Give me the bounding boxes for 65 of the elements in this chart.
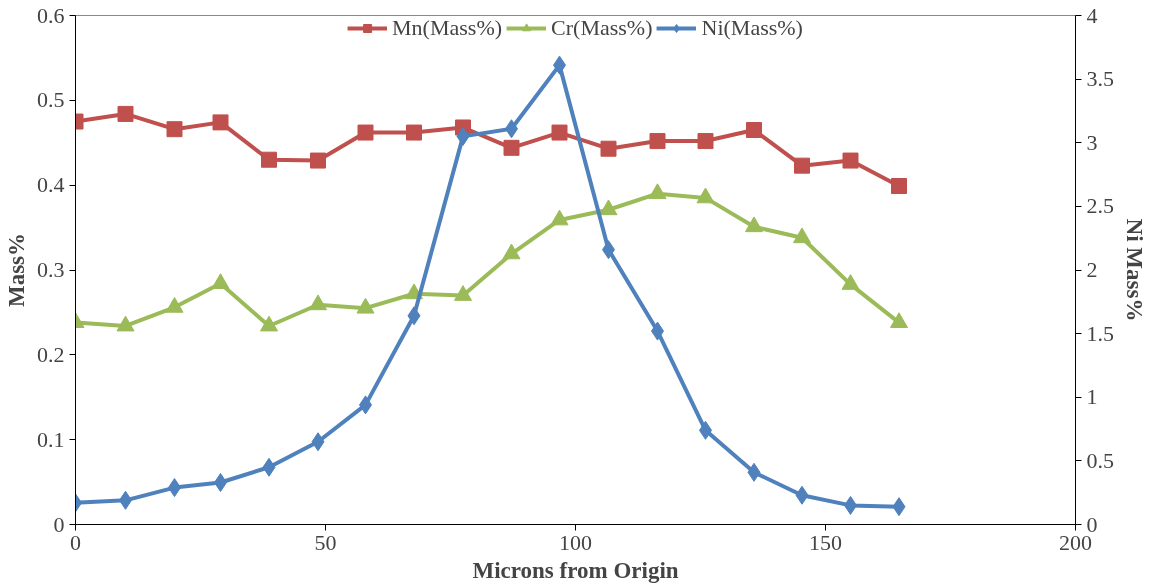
point [745, 216, 763, 233]
point [117, 105, 134, 122]
y-tick-label: 0.6 [37, 2, 65, 28]
point [407, 306, 421, 326]
point [309, 294, 327, 311]
point [502, 243, 521, 260]
y-tick-label: 0.2 [37, 341, 65, 367]
y-tick-label: 0.4 [37, 172, 65, 198]
y2-tick-label: 4 [1086, 2, 1098, 28]
point [599, 199, 618, 216]
point [890, 312, 908, 328]
point [841, 274, 860, 290]
y2-tick-label: 1.5 [1086, 320, 1114, 346]
point [356, 297, 375, 314]
y2-tick-label: 0 [1086, 511, 1098, 537]
point [406, 124, 422, 141]
point [892, 497, 906, 517]
point [891, 178, 907, 195]
point [747, 462, 761, 482]
x-tick-label: 150 [809, 529, 842, 555]
y-tick-label: 0 [53, 511, 65, 537]
legend-label: Ni(Mass%) [701, 15, 803, 41]
point [310, 152, 326, 169]
point [550, 209, 569, 226]
point [648, 183, 667, 200]
point [649, 133, 666, 150]
x-tick-label: 100 [559, 529, 592, 555]
point [697, 133, 714, 150]
point [794, 157, 810, 174]
y2-tick-label: 0.5 [1086, 447, 1114, 473]
y2-axis-title: Ni Mass% [1122, 218, 1147, 322]
point [454, 285, 472, 301]
point [116, 315, 135, 332]
x-tick-label: 0 [70, 529, 81, 555]
point [793, 227, 811, 244]
y-tick-label: 0.3 [37, 257, 65, 282]
point [795, 485, 809, 505]
point [165, 297, 184, 313]
x-tick-label: 50 [314, 529, 337, 555]
point [262, 457, 276, 477]
y-axis-title: Mass% [4, 232, 29, 308]
y2-tick-label: 1 [1086, 384, 1098, 410]
point [503, 139, 520, 156]
x-axis-title: Microns from Origin [472, 557, 679, 583]
y-tick-label: 0.5 [37, 87, 65, 113]
point [600, 140, 617, 157]
y2-tick-label: 2 [1086, 257, 1098, 282]
legend-label: Mn(Mass%) [392, 15, 503, 41]
y2-tick-label: 3 [1086, 129, 1098, 155]
y-tick-label: 0.1 [37, 426, 65, 452]
point [746, 122, 762, 139]
point [311, 432, 325, 452]
y2-tick-label: 2.5 [1086, 193, 1114, 219]
point [261, 151, 277, 168]
point [260, 315, 278, 332]
point [357, 124, 374, 141]
point [696, 187, 715, 204]
legend-label: Cr(Mass%) [551, 15, 653, 41]
point [211, 273, 230, 289]
point [551, 124, 568, 141]
point [456, 126, 470, 146]
point [166, 121, 183, 138]
point [842, 152, 859, 169]
y2-tick-label: 3.5 [1086, 66, 1114, 92]
point [212, 114, 229, 131]
